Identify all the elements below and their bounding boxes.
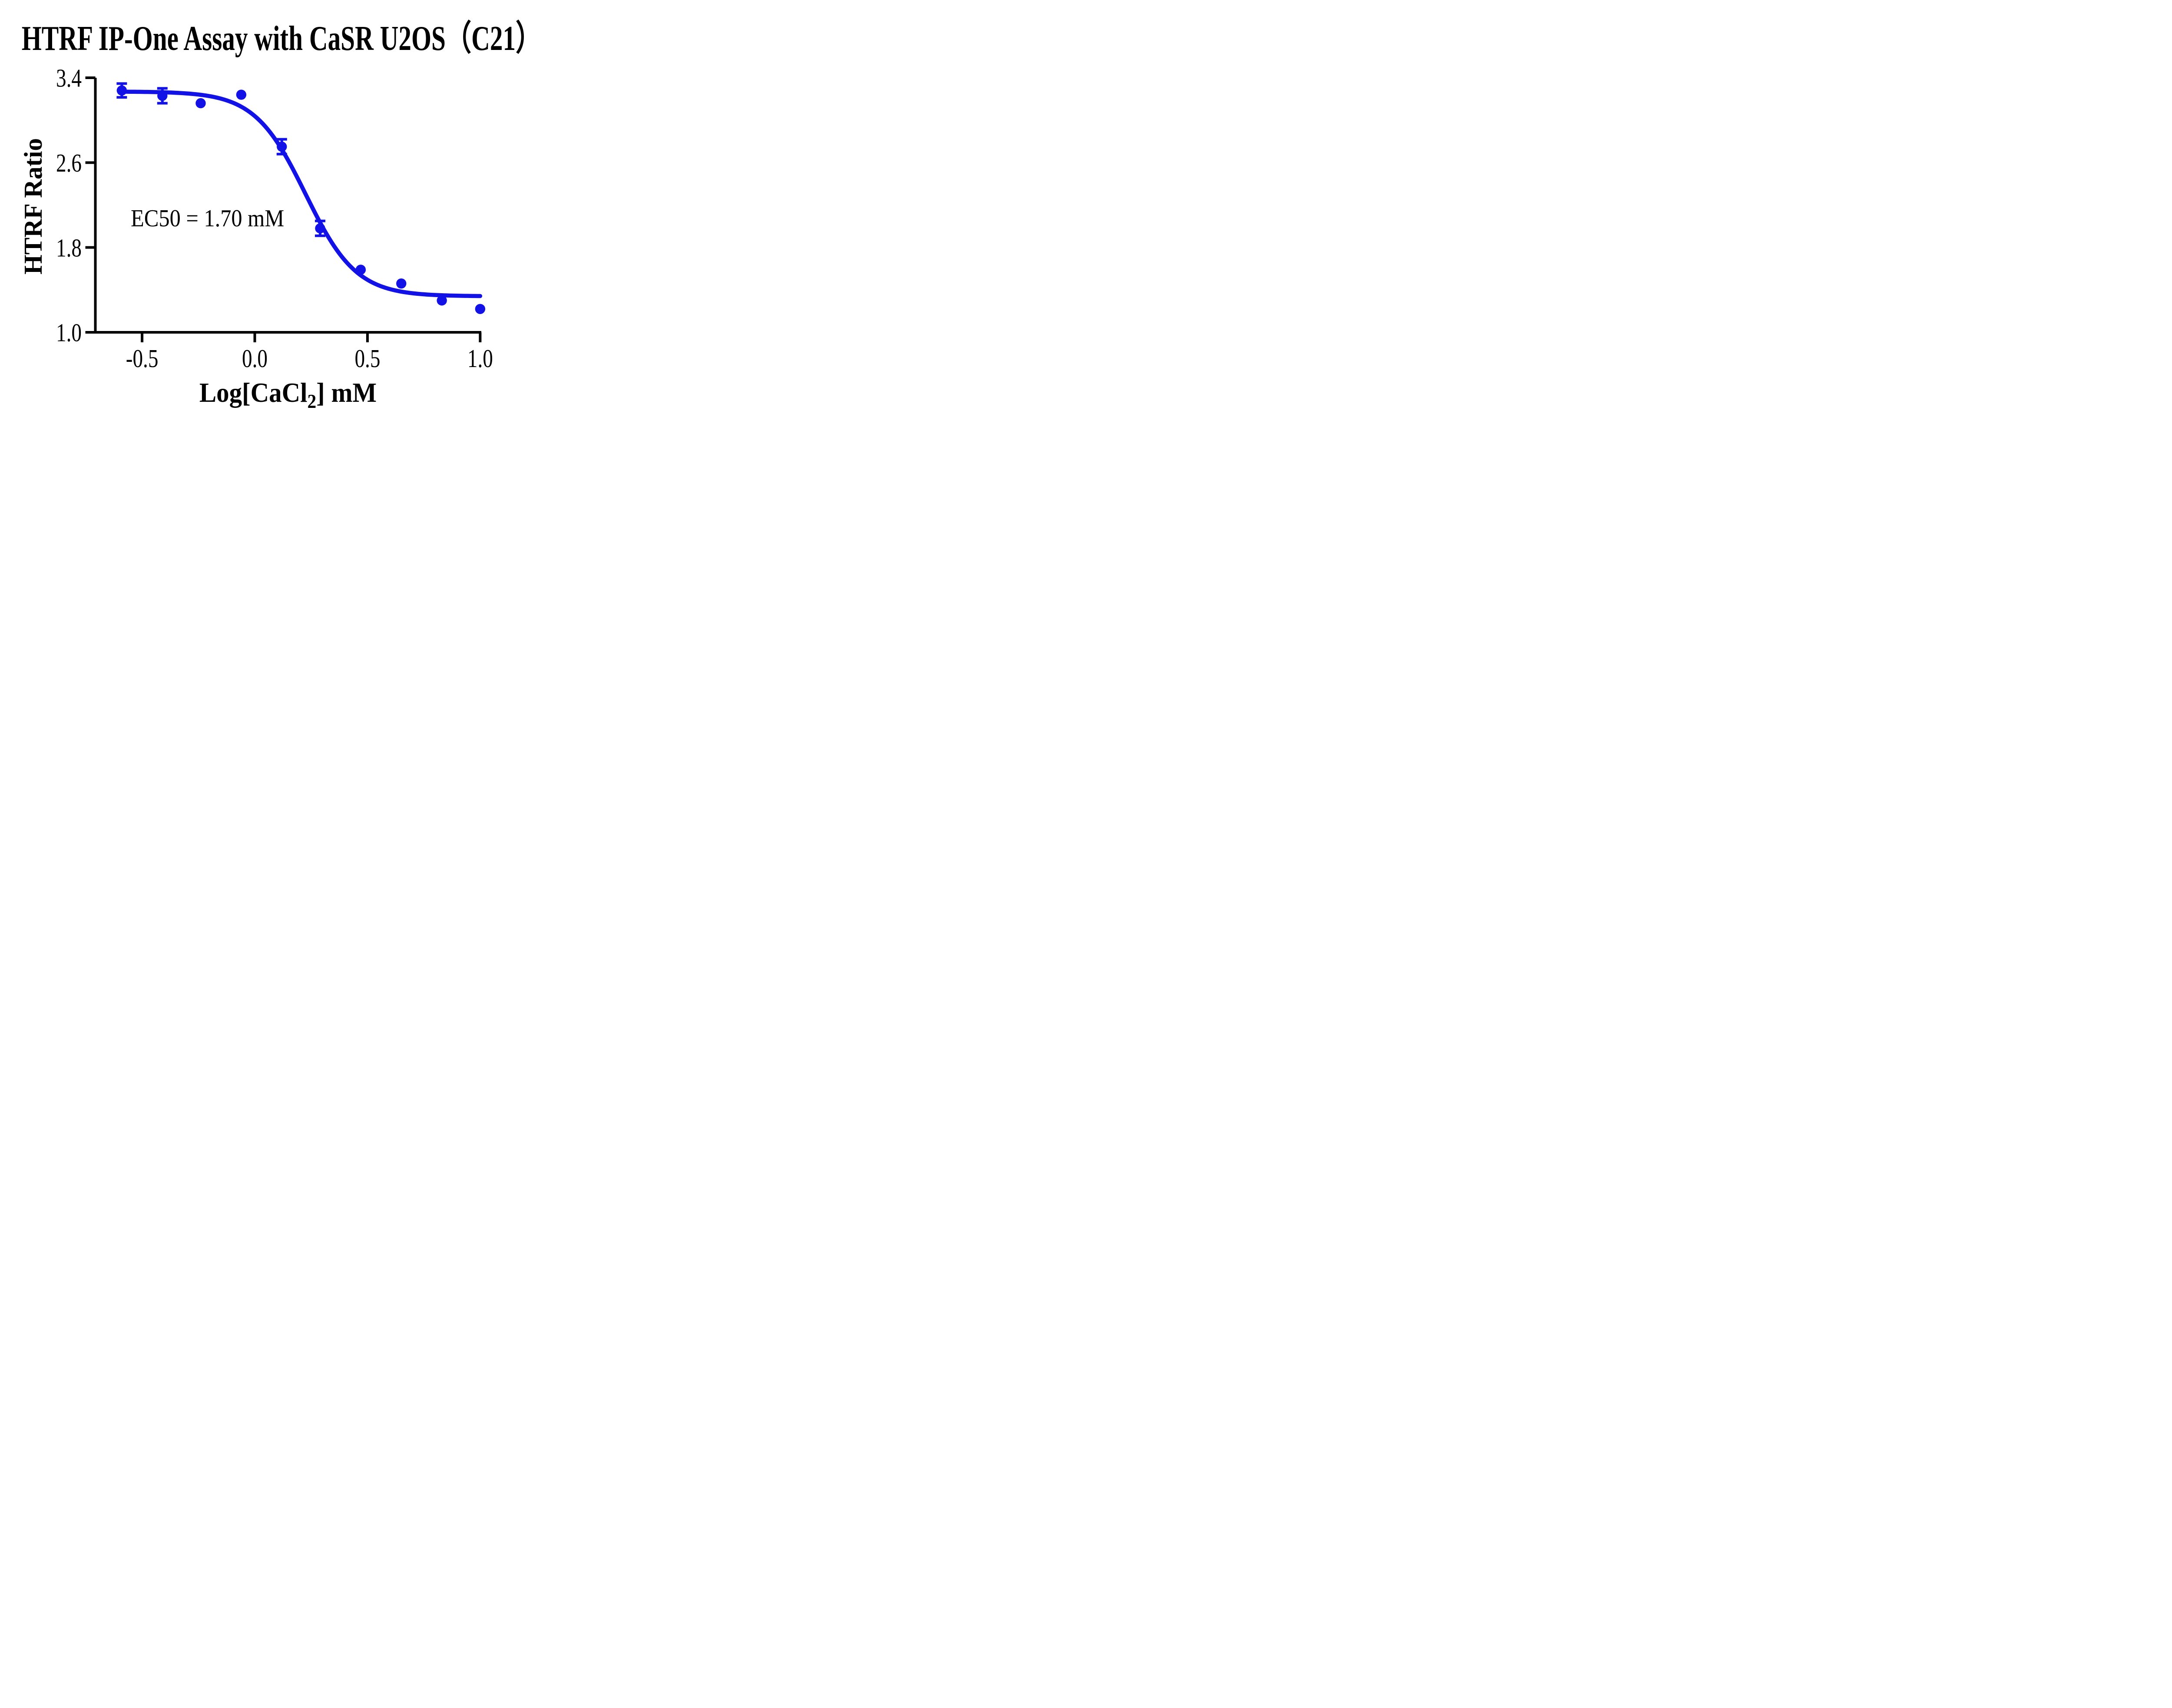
y-axis: 3.4 2.6 1.8 1.0 HTRF Ratio [19,64,97,347]
data-point-marker [315,223,325,234]
y-axis-title: HTRF Ratio [19,138,47,275]
data-point-marker [195,98,206,109]
x-tick-label: 1.0 [467,344,493,373]
y-tick-label: 2.6 [56,149,82,177]
y-ticks-group [85,76,96,334]
chart-root: HTRF IP-One Assay with CaSR U2OS（C21） 3.… [0,0,562,427]
x-axis-title-post: ] mM [316,377,377,408]
x-tick-labels-group: -0.5 0.0 0.5 1.0 [126,344,493,373]
chart-canvas: HTRF IP-One Assay with CaSR U2OS（C21） 3.… [19,20,541,413]
x-tick-label-wrap: 0.0 [242,344,268,373]
y-tick-labels-group: 3.4 2.6 1.8 1.0 [56,64,82,347]
x-tick-label: 0.5 [354,344,380,373]
chart-title: HTRF IP-One Assay with CaSR U2OS（C21） [22,20,541,58]
fit-curve [119,89,483,298]
x-tick-label-wrap: -0.5 [126,344,159,373]
x-tick-label-wrap: 0.5 [354,344,380,373]
data-point-marker [157,90,168,101]
data-points [116,85,486,314]
y-tick-label-wrap: 1.8 [56,233,82,262]
ec50-annotation: EC50 = 1.70 mM [131,205,284,232]
x-axis-title-subscript: 2 [307,391,316,412]
x-ticks-group [141,332,482,342]
x-tick-label: 0.0 [242,344,268,373]
data-point-marker [475,304,486,314]
y-tick-label-wrap: 2.6 [56,149,82,177]
data-point-marker [116,85,127,96]
x-tick-label: -0.5 [126,344,159,373]
y-tick-label: 1.8 [56,233,82,262]
x-axis: -0.5 0.0 0.5 1.0 Log[CaCl2] mM [94,331,493,413]
data-point-marker [355,265,366,275]
y-tick-label: 3.4 [56,64,82,93]
y-tick-label: 1.0 [56,318,82,347]
data-point-marker [236,89,247,100]
data-point-marker [437,295,447,306]
data-point-marker [396,278,407,289]
data-point-marker [277,142,287,152]
x-axis-title-pre: Log[CaCl [199,377,308,408]
x-axis-title: Log[CaCl2] mM [199,377,377,413]
y-tick-label-wrap: 1.0 [56,318,82,347]
x-tick-label-wrap: 1.0 [467,344,493,373]
y-tick-label-wrap: 3.4 [56,64,82,93]
fit-curve-path [119,89,483,298]
